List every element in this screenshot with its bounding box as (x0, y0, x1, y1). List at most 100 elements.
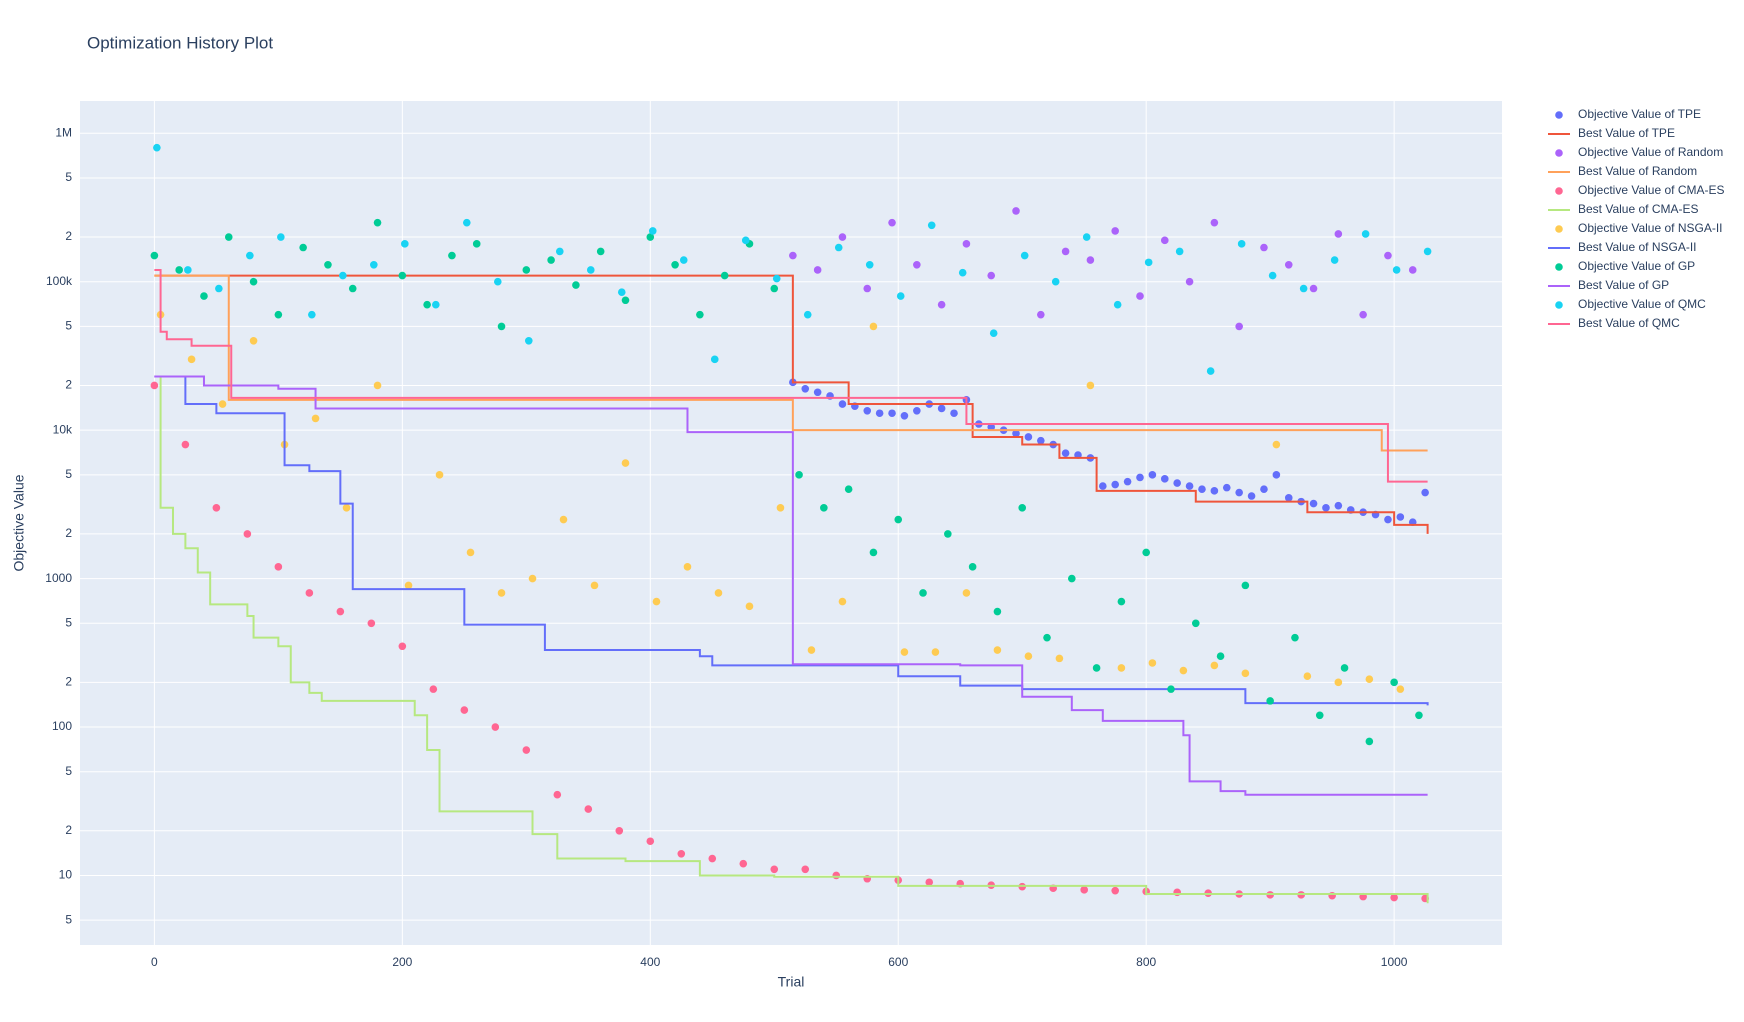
point (184, 266, 192, 274)
point (1334, 501, 1343, 510)
point (1216, 652, 1225, 660)
point (1396, 513, 1405, 521)
point (913, 407, 921, 415)
point (1061, 247, 1070, 256)
point (813, 266, 822, 274)
point (1074, 451, 1082, 459)
point (894, 515, 903, 524)
point (370, 261, 378, 269)
point (1086, 381, 1095, 390)
point (838, 597, 847, 606)
point (1210, 661, 1219, 670)
point (1390, 893, 1398, 902)
point (863, 407, 872, 415)
point (896, 292, 905, 300)
point (838, 233, 847, 241)
point (308, 310, 316, 319)
point (937, 300, 946, 309)
point (671, 261, 679, 269)
point (249, 277, 258, 286)
point (1055, 654, 1064, 663)
point (1185, 482, 1194, 490)
plot-area (80, 101, 1502, 945)
point (801, 865, 810, 874)
point (927, 221, 936, 230)
point (1322, 503, 1330, 512)
point (373, 218, 382, 227)
point (741, 236, 750, 245)
point (373, 381, 382, 390)
point (1086, 256, 1095, 264)
point (246, 251, 254, 260)
point (1408, 266, 1417, 274)
point (807, 646, 816, 654)
legend-label: Objective Value of TPE (1578, 107, 1701, 121)
point (888, 409, 896, 418)
point (1266, 697, 1274, 705)
point (336, 607, 345, 616)
legend-label: Objective Value of Random (1578, 145, 1723, 159)
series-layer (150, 143, 1432, 904)
point (708, 854, 717, 863)
point (1185, 277, 1194, 286)
point (528, 574, 537, 583)
point (621, 296, 630, 305)
point (838, 400, 847, 408)
point (919, 589, 927, 597)
point (524, 336, 533, 345)
best-line (154, 274, 1428, 452)
point (1340, 664, 1349, 672)
point (187, 355, 196, 364)
legend-label: Best Value of NSGA-II (1578, 240, 1697, 254)
point (615, 826, 624, 835)
point (398, 642, 407, 651)
point (559, 515, 568, 524)
point (1396, 685, 1405, 693)
point (274, 563, 283, 571)
point (1384, 515, 1392, 524)
point (522, 746, 531, 754)
point (1392, 266, 1401, 274)
point (1144, 258, 1153, 267)
point (218, 400, 227, 408)
point (1390, 678, 1398, 687)
point (962, 589, 971, 597)
point (865, 261, 874, 269)
point (274, 310, 283, 319)
point (555, 247, 564, 256)
point (150, 251, 159, 260)
legend-label: Objective Value of NSGA-II (1578, 221, 1723, 235)
point (1291, 633, 1299, 642)
point (1241, 581, 1250, 590)
y-tick-label: 5 (65, 319, 72, 333)
point (1061, 449, 1070, 457)
y-tick-label: 100 (52, 719, 72, 733)
x-tick-label: 600 (888, 955, 908, 969)
point (646, 233, 655, 241)
point (962, 240, 971, 248)
point (1191, 619, 1200, 628)
legend-label: Objective Value of QMC (1578, 297, 1706, 311)
point (1082, 233, 1091, 241)
point (311, 414, 320, 423)
point (466, 548, 475, 557)
point (617, 288, 626, 296)
y-tick-label: 5 (65, 615, 72, 629)
point (367, 619, 376, 628)
point (522, 266, 531, 274)
point (820, 503, 828, 512)
best-line (154, 274, 1429, 534)
point (435, 471, 444, 479)
point (150, 381, 159, 390)
x-tick-label: 0 (151, 955, 158, 969)
point (869, 322, 878, 331)
point (803, 310, 812, 319)
point (1167, 685, 1175, 693)
point (493, 277, 502, 286)
point (423, 300, 431, 309)
point (249, 336, 258, 345)
point (1210, 218, 1219, 227)
y-tick-label: 1M (55, 125, 72, 139)
point (1012, 207, 1020, 215)
